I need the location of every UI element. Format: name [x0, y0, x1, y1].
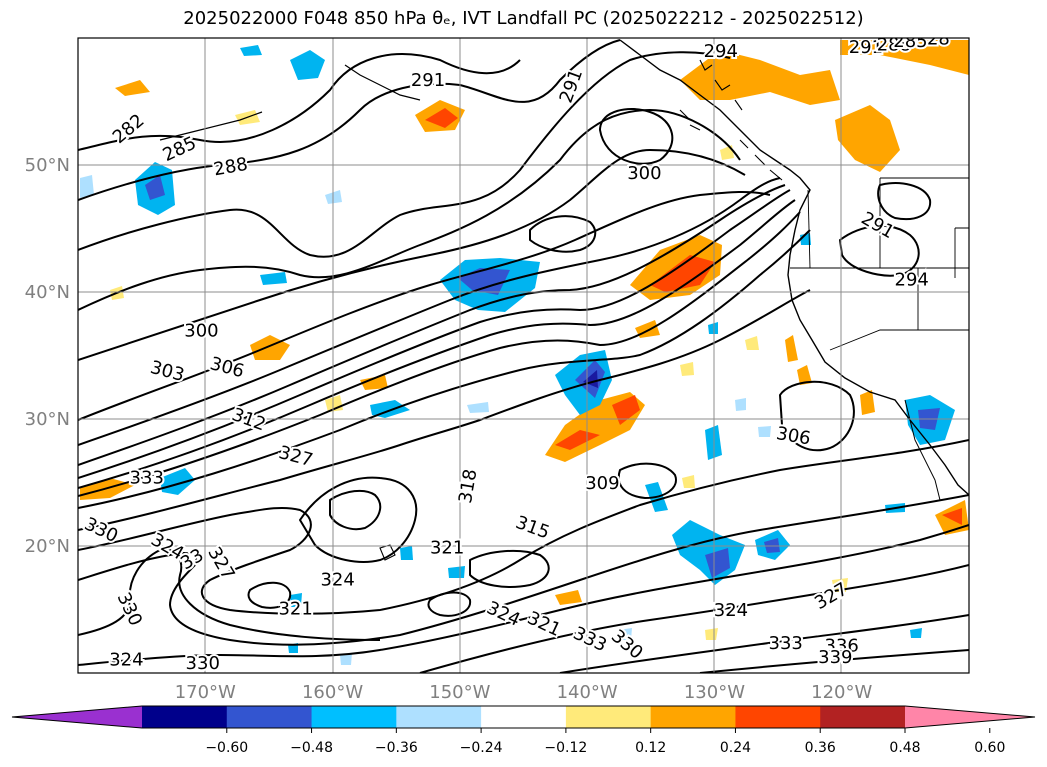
y-tick-labels: 20°N 30°N 40°N 50°N: [25, 155, 70, 557]
colorbar-segment: [396, 706, 482, 728]
colorbar-segment: [142, 706, 228, 728]
colorbar: −0.60 −0.48 −0.36 −0.24 −0.12 0.12 0.24 0.36 0.4…: [11, 705, 1036, 756]
contour-label: 333: [769, 633, 803, 654]
colorbar-segment: [226, 706, 313, 728]
chart-title: 2025022000 F048 850 hPa θₑ, IVT Landfall…: [183, 8, 864, 29]
y-tick-label: 30°N: [25, 409, 70, 430]
colorbar-segment: [820, 706, 906, 728]
colorbar-tick-label: −0.36: [375, 740, 418, 756]
contour-label: 309: [585, 473, 619, 494]
x-tick-label: 120°W: [811, 682, 872, 703]
colorbar-tick-label: −0.60: [205, 740, 248, 756]
contour-label: 324: [109, 649, 143, 670]
colorbar-tick-label: 0.24: [720, 740, 751, 756]
contour-label: 300: [184, 320, 218, 341]
map-frame: [77, 37, 970, 674]
contour-label: 291: [849, 37, 883, 58]
colorbar-extend-low: [12, 706, 142, 728]
x-tick-labels: 170°W 160°W 150°W 140°W 130°W 120°W: [175, 682, 873, 703]
gridlines: [78, 38, 969, 673]
contour-label: 330: [186, 653, 220, 674]
y-tick-label: 20°N: [25, 536, 70, 557]
contour-label: 321: [430, 538, 464, 559]
contour-label: 336: [825, 635, 859, 656]
colorbar-tick-label: −0.48: [290, 740, 333, 756]
contour-label: 321: [278, 599, 312, 620]
contour-label: 324: [714, 600, 748, 621]
y-tick-label: 40°N: [25, 282, 70, 303]
x-tick-label: 150°W: [429, 682, 490, 703]
contour-label: 339: [818, 647, 852, 668]
contour-label: 288: [877, 35, 911, 56]
colorbar-segment: [311, 706, 397, 728]
contour-label: 291: [411, 70, 445, 91]
coastline-layer: [159, 39, 969, 561]
contour-label: 324: [320, 569, 354, 590]
colorbar-segment: [650, 706, 736, 728]
y-tick-label: 50°N: [25, 155, 70, 176]
x-tick-label: 130°W: [684, 682, 745, 703]
colorbar-extend-high: [905, 706, 1035, 728]
colorbar-segment: [481, 706, 567, 728]
x-tick-label: 170°W: [175, 682, 236, 703]
contour-label: 294: [704, 41, 738, 62]
x-tick-label: 140°W: [557, 682, 618, 703]
contour-label: 294: [895, 270, 929, 291]
colorbar-tick-label: 0.12: [635, 740, 666, 756]
colorbar-tick-label: −0.24: [460, 740, 503, 756]
contour-label: 303: [148, 357, 187, 386]
colorbar-tick-label: −0.12: [544, 740, 587, 756]
colorbar-tick-label: 0.36: [805, 740, 836, 756]
colorbar-segment: [735, 706, 821, 728]
contour-label: 28: [927, 28, 950, 49]
colorbar-segment: [565, 706, 652, 728]
colorbar-tick-label: 0.48: [889, 740, 920, 756]
contour-label: 300: [627, 163, 661, 184]
x-tick-label: 160°W: [302, 682, 363, 703]
colorbar-tick-label: 0.60: [974, 740, 1005, 756]
contour-label: 285: [893, 31, 927, 52]
contour-label: 333: [130, 468, 164, 489]
contour-layer: [78, 39, 969, 673]
colorbar-outline: [11, 705, 1036, 729]
